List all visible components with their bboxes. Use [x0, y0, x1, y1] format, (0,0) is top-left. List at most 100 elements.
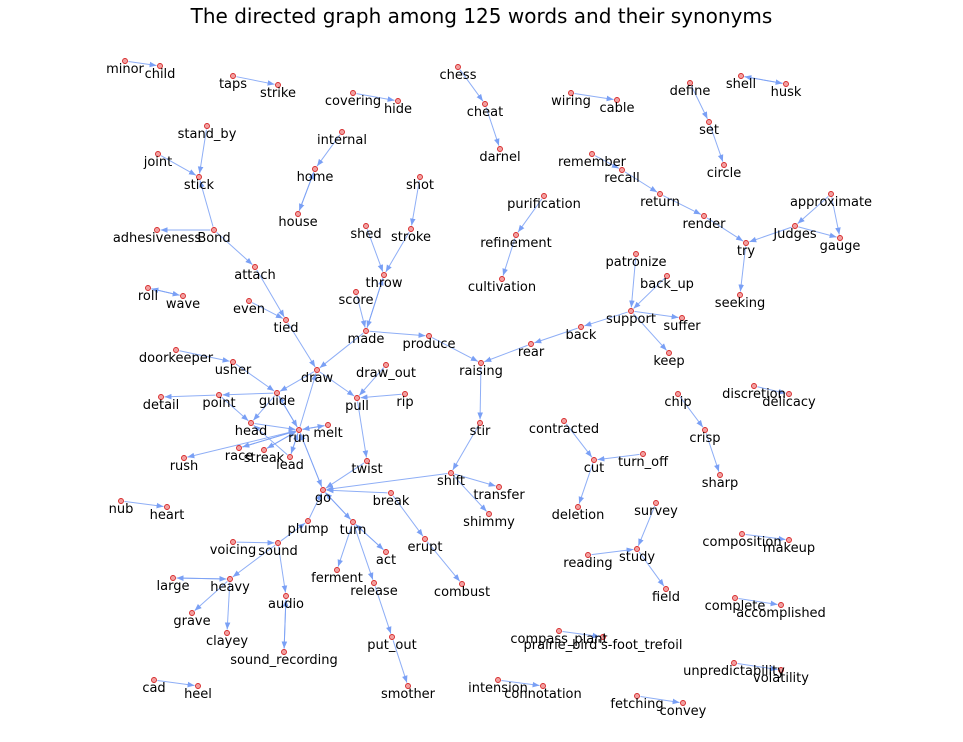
node-complete	[732, 595, 738, 601]
node-label-large: large	[157, 579, 190, 594]
edge-put_out-to-smother	[392, 640, 408, 683]
node-label-purification: purification	[507, 197, 581, 212]
node-label-support: support	[606, 312, 656, 327]
node-transfer	[496, 484, 502, 490]
edge-guide-to-head	[252, 395, 276, 421]
node-label-connotation: connotation	[504, 687, 582, 702]
node-label-cheat: cheat	[467, 105, 503, 120]
node-label-field: field	[652, 590, 680, 605]
node-makeup	[786, 537, 792, 543]
node-purification	[541, 193, 547, 199]
node-erupt	[422, 536, 428, 542]
node-label-shed: shed	[350, 227, 381, 242]
node-label-stroke: stroke	[391, 230, 431, 245]
node-label-ferment: ferment	[311, 571, 363, 586]
node-label-compass_plant: compass_plant	[510, 632, 607, 647]
edge-unpredictability-to-volatility	[737, 663, 778, 672]
edge-covering-to-hide	[356, 93, 395, 102]
node-label-bond: Bond	[197, 231, 230, 246]
node-audio	[283, 593, 289, 599]
edge-sound_recording-to-audio	[282, 599, 289, 649]
node-label-accomplished: accomplished	[736, 606, 826, 621]
node-even	[246, 298, 252, 304]
edge-voicing-to-sound	[236, 539, 275, 546]
node-grave	[189, 610, 195, 616]
graph-title: The directed graph among 125 words and t…	[190, 4, 773, 28]
node-label-release: release	[350, 584, 397, 599]
edge-made-to-throw	[366, 278, 384, 328]
node-label-hide: hide	[384, 102, 412, 117]
node-label-roll: roll	[138, 289, 158, 304]
edge-run-to-guide	[278, 395, 298, 428]
node-label-remember: remember	[558, 155, 627, 170]
node-attach	[252, 264, 258, 270]
edge-produce-to-raising	[431, 337, 479, 362]
node-label-contracted: contracted	[529, 422, 599, 437]
node-score	[353, 289, 359, 295]
edge-layer	[124, 61, 841, 705]
node-label-twist: twist	[351, 462, 382, 477]
node-lead	[287, 454, 293, 460]
edge-bond-to-attach	[216, 231, 253, 266]
node-label-run: run	[288, 431, 310, 446]
node-label-seeking: seeking	[715, 296, 765, 311]
node-label-husk: husk	[771, 85, 802, 100]
node-label-unpredictability: unpredictability	[683, 664, 785, 679]
node-label-put_out: put_out	[367, 638, 416, 653]
node-label-darnel: darnel	[479, 150, 520, 165]
edge-large-to-heavy	[176, 576, 227, 582]
edge-turn-to-go	[325, 492, 351, 520]
node-label-shimmy: shimmy	[463, 515, 515, 530]
node-covering	[350, 90, 356, 96]
edge-draw-to-pull	[319, 371, 355, 397]
node-rush	[181, 455, 187, 461]
node-release	[371, 580, 377, 586]
node-label-cad: cad	[142, 681, 165, 696]
edge-rip-to-pull	[360, 393, 402, 400]
node-label-convey: convey	[660, 704, 707, 719]
node-fetching	[634, 693, 640, 699]
node-label-erupt: erupt	[408, 540, 443, 555]
node-label-survey: survey	[634, 504, 678, 519]
node-label-turn: turn	[340, 523, 367, 538]
node-doorkeeper	[173, 347, 179, 353]
edge-contracted-to-cut	[565, 423, 593, 458]
node-label-go: go	[315, 491, 331, 506]
node-remember	[589, 151, 595, 157]
edge-bond-to-stick	[199, 180, 214, 227]
node-accomplished	[778, 602, 784, 608]
edge-minor-to-child	[128, 61, 157, 68]
node-label-draw_out: draw_out	[356, 366, 416, 381]
edge-run-to-streak	[266, 431, 297, 449]
node-label-cultivation: cultivation	[468, 280, 536, 295]
node-turn_off	[640, 451, 646, 457]
node-label-throw: throw	[366, 276, 403, 291]
node-field	[663, 586, 669, 592]
node-label-act: act	[376, 553, 396, 568]
edge-sound-to-plump	[280, 522, 306, 542]
node-label-attach: attach	[234, 268, 276, 283]
edge-joint-to-stick	[160, 155, 197, 176]
node-adhesiveness	[154, 227, 160, 233]
edge-composition-to-makeup	[745, 533, 786, 542]
node-made	[363, 328, 369, 334]
node-stand_by	[204, 123, 210, 129]
node-chip	[675, 391, 681, 397]
node-label-heavy: heavy	[210, 580, 250, 595]
node-label-composition: composition	[702, 535, 781, 550]
edge-run-to-rush	[187, 430, 296, 459]
node-heel	[195, 683, 201, 689]
edge-turn_off-to-cut	[597, 453, 640, 462]
node-label-strike: strike	[260, 86, 296, 101]
node-label-rush: rush	[170, 459, 199, 474]
node-guide	[274, 390, 280, 396]
node-combust	[459, 581, 465, 587]
node-label-fetching: fetching	[610, 697, 663, 712]
node-render	[701, 213, 707, 219]
node-point	[216, 392, 222, 398]
edge-heavy-to-clayey	[224, 582, 231, 630]
edge-doorkeeper-to-usher	[179, 350, 230, 363]
node-stroke	[408, 226, 414, 232]
node-approximate	[828, 191, 834, 197]
node-label-study: study	[619, 550, 655, 565]
